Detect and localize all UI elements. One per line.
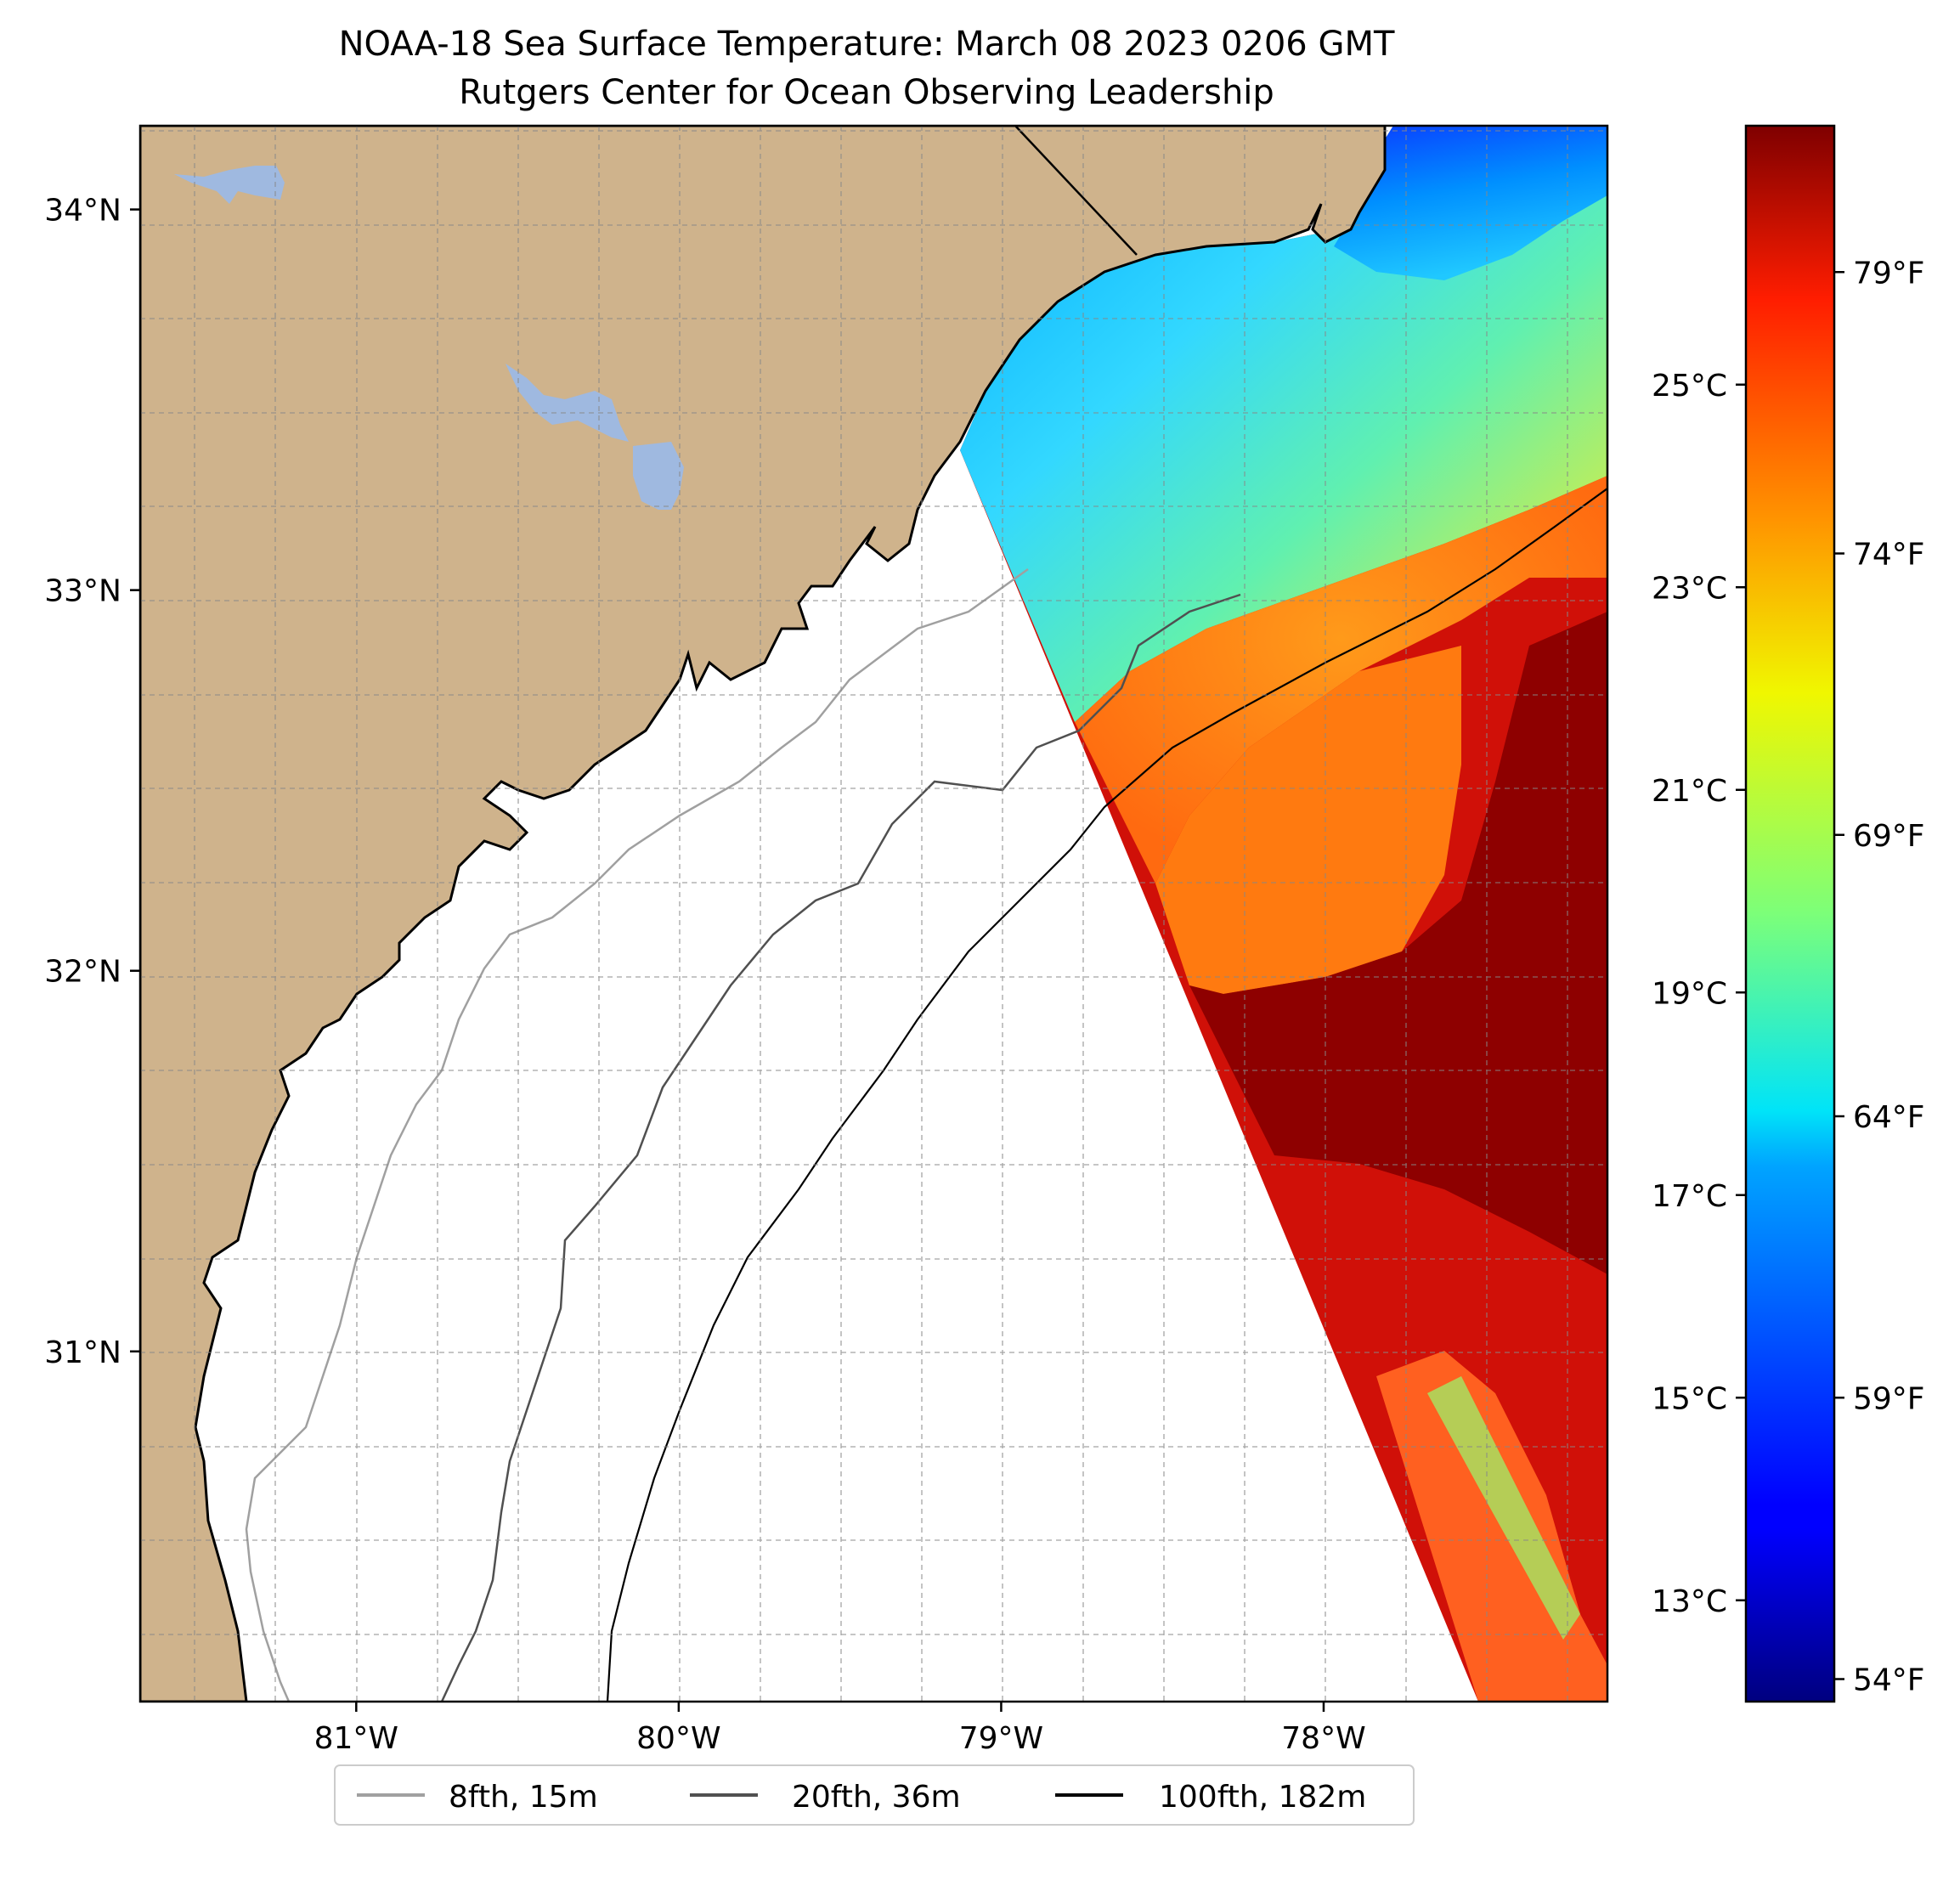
lat-tick-label: 34°N bbox=[44, 194, 121, 229]
celsius-tick-label: 21°C bbox=[1652, 774, 1727, 809]
isobath-8fth-line bbox=[245, 567, 1029, 1702]
fahrenheit-tick-label: 54°F bbox=[1853, 1663, 1925, 1698]
colorbar: 13°C 15°C 17°C 19°C 21°C 23°C 25°C 54°F 59°F 64°… bbox=[1652, 124, 1925, 1703]
celsius-tick-label: 25°C bbox=[1652, 369, 1727, 404]
lat-tick-label: 33°N bbox=[44, 574, 121, 609]
lake-marion bbox=[506, 364, 629, 442]
isobath-100fth-line bbox=[606, 488, 1607, 1702]
map-title-line2: Rutgers Center for Ocean Observing Leade… bbox=[459, 73, 1274, 112]
map-title-line1: NOAA-18 Sea Surface Temperature: March 0… bbox=[339, 25, 1395, 64]
latitude-ticks: 31°N 32°N 33°N 34°N bbox=[44, 194, 140, 1370]
lon-tick-label: 78°W bbox=[1281, 1721, 1365, 1756]
colorbar-gradient bbox=[1744, 124, 1836, 1703]
celsius-tick-label: 23°C bbox=[1652, 571, 1727, 606]
sst-green-streak bbox=[1427, 1376, 1580, 1640]
colorbar-fahrenheit-ticks: 54°F 59°F 64°F 69°F 74°F 79°F bbox=[1834, 256, 1925, 1698]
map-frame bbox=[138, 124, 1609, 1703]
lat-tick-label: 31°N bbox=[44, 1335, 121, 1370]
fahrenheit-tick-label: 64°F bbox=[1853, 1100, 1925, 1135]
sst-swath bbox=[960, 126, 1607, 1702]
longitude-ticks: 81°W 80°W 79°W 78°W bbox=[314, 1702, 1366, 1756]
lon-tick-label: 81°W bbox=[314, 1721, 398, 1756]
map-plot bbox=[140, 126, 1607, 1702]
celsius-tick-label: 15°C bbox=[1652, 1381, 1727, 1416]
lon-tick-label: 80°W bbox=[636, 1721, 720, 1756]
lon-tick-label: 79°W bbox=[959, 1721, 1043, 1756]
fahrenheit-tick-label: 79°F bbox=[1853, 256, 1925, 291]
celsius-tick-label: 19°C bbox=[1652, 976, 1727, 1011]
legend-box bbox=[334, 1764, 1415, 1826]
fahrenheit-tick-label: 59°F bbox=[1853, 1381, 1925, 1416]
sst-front-warm-band bbox=[1075, 476, 1607, 884]
fahrenheit-tick-label: 74°F bbox=[1853, 538, 1925, 573]
legend-label-8fth: 8fth, 15m bbox=[449, 1780, 598, 1815]
sst-coldest-corner bbox=[1334, 126, 1607, 280]
sst-warmest-core bbox=[1189, 612, 1607, 1274]
lake-moultrie bbox=[633, 442, 684, 510]
celsius-tick-label: 17°C bbox=[1652, 1179, 1727, 1214]
legend-label-100fth: 100fth, 182m bbox=[1159, 1780, 1366, 1815]
sst-orange-eddy bbox=[1155, 646, 1461, 994]
legend: 8fth, 15m 20fth, 36m 100fth, 182m bbox=[334, 1764, 1415, 1826]
isobath-20fth-line bbox=[440, 593, 1241, 1702]
map-gridlines bbox=[140, 126, 1607, 1702]
fahrenheit-tick-label: 69°F bbox=[1853, 819, 1925, 854]
lake-wateree bbox=[174, 166, 285, 204]
legend-label-20fth: 20fth, 36m bbox=[792, 1780, 961, 1815]
celsius-tick-label: 13°C bbox=[1652, 1584, 1727, 1619]
colorbar-celsius-ticks: 13°C 15°C 17°C 19°C 21°C 23°C 25°C bbox=[1652, 369, 1746, 1619]
land-mass bbox=[140, 126, 1387, 1702]
lat-tick-label: 32°N bbox=[44, 955, 121, 990]
state-border bbox=[1014, 126, 1138, 256]
